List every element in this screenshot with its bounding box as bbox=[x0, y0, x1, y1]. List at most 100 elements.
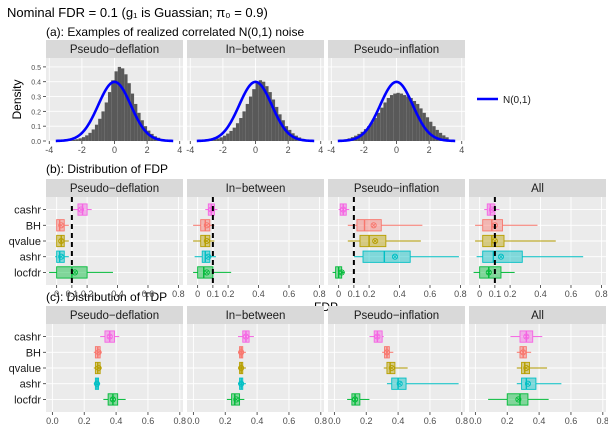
histogram-bar bbox=[360, 131, 364, 141]
box-mean-marker bbox=[204, 270, 209, 275]
histogram-bar bbox=[281, 120, 285, 141]
x-tick-label: 0.2 bbox=[222, 289, 235, 299]
x-tick-label: 0.4 bbox=[533, 416, 546, 426]
box-iqr bbox=[56, 234, 65, 248]
figure-title: Nominal FDR = 0.1 (g₁ is Guassian; π₀ = … bbox=[7, 5, 268, 20]
x-tick-label: 0.8 bbox=[456, 416, 469, 426]
y-tick-label: 0.2 bbox=[31, 109, 41, 116]
box-mean-marker bbox=[372, 237, 379, 245]
histogram-bar bbox=[435, 129, 439, 141]
facet-strip bbox=[469, 179, 606, 197]
facet-strip bbox=[46, 306, 183, 324]
box-mean-marker bbox=[107, 334, 112, 339]
y-tick-label: 0.1 bbox=[31, 124, 41, 131]
x-tick-label: 2 bbox=[145, 145, 150, 155]
facet-strip-label: Pseudo−inflation bbox=[354, 183, 439, 195]
x-tick-label: 0.8 bbox=[172, 289, 185, 299]
box-mean-marker bbox=[373, 238, 378, 244]
box-mean-marker bbox=[374, 333, 381, 340]
histogram-bar bbox=[121, 68, 125, 141]
category-label: qvalue bbox=[9, 236, 41, 248]
box-mean-marker bbox=[93, 380, 101, 387]
box-iqr bbox=[391, 377, 407, 390]
tdp-boxplot-chart: Pseudo−deflation 0.0 0.2 0.4 0.6 0.8 In−betwee… bbox=[9, 306, 608, 426]
box-mean-marker bbox=[523, 364, 530, 372]
histogram-bar bbox=[367, 126, 371, 141]
box-mean-marker bbox=[370, 222, 377, 229]
histogram-bar bbox=[245, 103, 249, 141]
box-mean-marker bbox=[239, 381, 244, 386]
x-tick-label: -4 bbox=[327, 145, 335, 155]
subtitle-c: (c): Distribution of TDP bbox=[46, 290, 167, 304]
box-mean-marker bbox=[238, 364, 245, 372]
x-tick-label: 0.6 bbox=[283, 289, 296, 299]
box-iqr bbox=[373, 330, 383, 343]
histogram-bar bbox=[248, 96, 253, 141]
histogram-bar bbox=[124, 74, 128, 141]
box-iqr bbox=[486, 203, 496, 216]
x-tick-label: 0 bbox=[112, 145, 117, 155]
category-label: locfdr bbox=[14, 267, 41, 279]
x-tick-label: 4 bbox=[318, 145, 323, 155]
histogram-bar bbox=[416, 103, 420, 141]
x-tick-label: 0.0 bbox=[46, 416, 59, 426]
box-mean-marker bbox=[233, 396, 240, 403]
facet-strip bbox=[328, 179, 465, 197]
histogram-bar bbox=[284, 126, 289, 141]
category-label: ashr bbox=[20, 379, 42, 391]
x-tick-label: 0.2 bbox=[363, 289, 376, 299]
x-tick-label: -4 bbox=[186, 145, 194, 155]
box-iqr bbox=[56, 219, 65, 232]
box-mean-marker bbox=[515, 396, 522, 403]
category-label: qvalue bbox=[9, 363, 41, 375]
box-mean-marker bbox=[96, 365, 101, 371]
x-tick-label: 0.8 bbox=[595, 289, 608, 299]
box-mean-marker bbox=[383, 349, 390, 356]
x-tick-label: 0.2 bbox=[81, 289, 94, 299]
box-mean-marker bbox=[206, 254, 211, 259]
box-mean-marker bbox=[94, 381, 100, 386]
x-tick-label: 0.6 bbox=[565, 416, 578, 426]
box-mean-marker bbox=[384, 350, 390, 355]
facet-strip bbox=[469, 306, 606, 324]
box-mean-marker bbox=[72, 270, 78, 275]
histogram-bar bbox=[399, 93, 404, 141]
histogram-bar bbox=[91, 129, 95, 141]
facet-strip-label: Pseudo−deflation bbox=[70, 183, 159, 195]
histogram-bar bbox=[442, 135, 446, 141]
box-mean-marker bbox=[523, 333, 530, 340]
histogram-bar bbox=[140, 120, 144, 141]
normal-density-curve bbox=[196, 80, 315, 143]
x-tick-label: 0.6 bbox=[565, 289, 578, 299]
histogram-bar bbox=[258, 80, 263, 141]
histogram-bar bbox=[429, 121, 433, 141]
facet-strip-label: In−between bbox=[226, 310, 286, 322]
facet-strip bbox=[46, 40, 183, 58]
histogram-bar bbox=[104, 102, 108, 141]
box-mean-marker bbox=[234, 397, 239, 402]
histogram-bar bbox=[432, 126, 436, 141]
box-mean-marker bbox=[516, 397, 521, 402]
histogram-chart: Pseudo−deflation -4 -2 0 2 4 In−between -4 -2 0 2 4… bbox=[10, 40, 531, 155]
facet-strip-label: All bbox=[531, 310, 544, 322]
histogram-bar bbox=[271, 99, 276, 141]
histogram-bar bbox=[373, 118, 377, 141]
x-tick-label: 0.8 bbox=[174, 416, 187, 426]
histogram-bar bbox=[425, 117, 430, 141]
facet-strip-label: In−between bbox=[226, 183, 286, 195]
box-mean-marker bbox=[239, 350, 244, 355]
box-mean-marker bbox=[238, 349, 245, 356]
facet-strip bbox=[187, 306, 324, 324]
x-tick-label: 0.4 bbox=[534, 289, 547, 299]
histogram-bar bbox=[134, 103, 138, 141]
x-tick-label: 0.8 bbox=[313, 289, 326, 299]
histogram-bar bbox=[363, 129, 368, 141]
facet-strip bbox=[46, 179, 183, 197]
histogram-bar bbox=[445, 137, 449, 141]
box-mean-marker bbox=[489, 207, 494, 212]
box-iqr bbox=[197, 266, 214, 279]
histogram-bar bbox=[239, 118, 243, 141]
box-iqr bbox=[362, 250, 411, 263]
x-tick-label: -2 bbox=[360, 145, 368, 155]
